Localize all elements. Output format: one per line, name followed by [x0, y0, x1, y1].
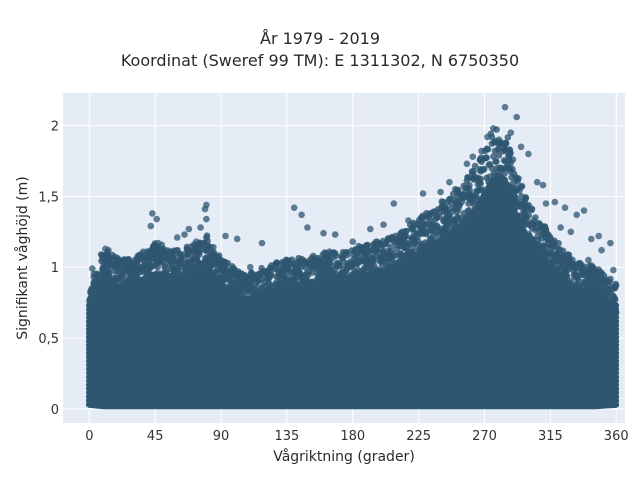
- data-points: [86, 103, 620, 410]
- chart-subtitle: Koordinat (Sweref 99 TM): E 1311302, N 6…: [120, 51, 520, 70]
- chart-title: År 1979 - 2019: [260, 29, 380, 48]
